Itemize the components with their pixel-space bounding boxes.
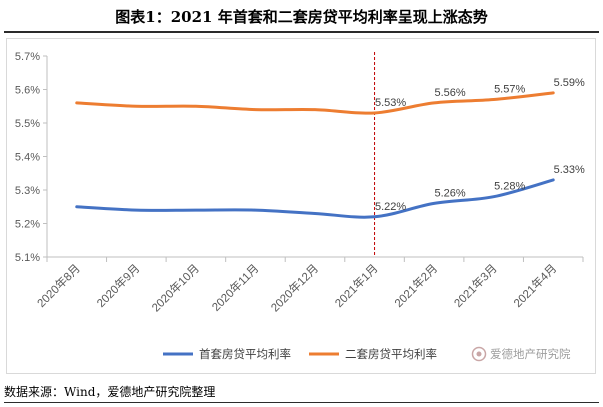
y-tick-label: 5.7% <box>15 51 40 63</box>
legend-label-1: 首套房贷平均利率 <box>199 347 291 361</box>
y-tick-label: 5.3% <box>15 185 40 197</box>
data-label: 5.56% <box>435 87 466 99</box>
data-label: 5.53% <box>375 97 406 109</box>
x-tick-label: 2021年1月 <box>332 261 381 310</box>
source-rule <box>4 402 599 403</box>
x-tick-label: 2020年9月 <box>94 261 143 310</box>
x-tick-label: 2021年3月 <box>451 261 500 310</box>
watermark-text: 爱德地产研究院 <box>490 347 571 361</box>
data-label: 5.33% <box>554 164 585 176</box>
x-tick-label: 2020年11月 <box>209 261 262 314</box>
y-tick-label: 5.5% <box>15 118 40 130</box>
data-label: 5.57% <box>494 84 525 96</box>
data-label: 5.28% <box>494 181 525 193</box>
data-label: 5.59% <box>554 77 585 89</box>
series-line-1 <box>75 178 555 219</box>
watermark-logo-dot <box>476 351 482 357</box>
y-tick-label: 5.2% <box>15 219 40 231</box>
x-tick-label: 2020年10月 <box>149 261 202 314</box>
y-tick-label: 5.1% <box>15 252 40 264</box>
x-tick-label: 2021年4月 <box>511 261 560 310</box>
title-rule <box>4 31 599 33</box>
data-label: 5.26% <box>435 187 466 199</box>
x-tick-label: 2020年12月 <box>268 261 321 314</box>
source-note: 数据来源：Wind，爱德地产研究院整理 <box>4 385 216 399</box>
line-chart: 5.1%5.2%5.3%5.4%5.5%5.6%5.7%2020年8月 2020年… <box>15 51 585 362</box>
x-tick-label: 2021年2月 <box>391 261 440 310</box>
y-tick-label: 5.6% <box>15 85 40 97</box>
data-label: 5.22% <box>375 201 406 213</box>
x-tick-label: 2020年8月 <box>34 261 83 310</box>
y-tick-label: 5.4% <box>15 152 40 164</box>
watermark-logo-icon <box>471 346 487 362</box>
series-line-2 <box>75 91 555 115</box>
chart-title: 图表1：2021 年首套和二套房贷平均利率呈现上涨态势 <box>115 8 488 26</box>
chart-frame: 5.1% 5.2% 5.3% 5.4% 5.5% 5.6% 5.7% 2020年8月 2020年… <box>6 38 596 374</box>
legend-label-2: 二套房贷平均利率 <box>345 347 437 361</box>
